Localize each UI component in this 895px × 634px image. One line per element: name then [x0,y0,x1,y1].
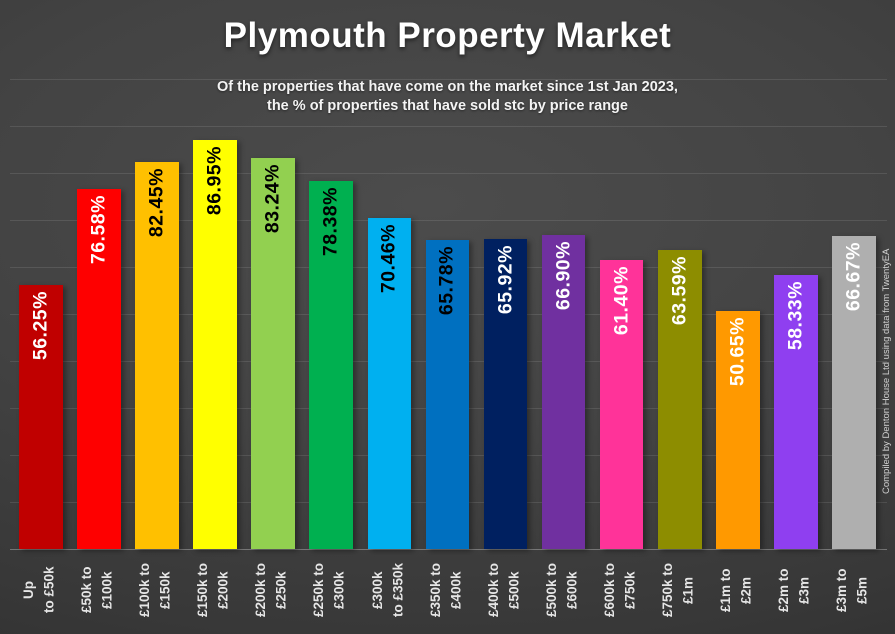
bar-value-label: 83.24% [261,163,284,233]
x-axis-label: £3m to £5m [834,568,870,612]
x-axis-label: £350k to £400k [427,562,463,618]
x-axis-label: £50k to £100k [79,566,115,614]
x-axis-label: £600k to £750k [601,562,638,618]
bar-1: 56.25% [19,284,63,549]
bar-14: 58.33% [774,274,818,549]
x-axis-label: £500k to £600k [543,562,580,618]
chart-title: Plymouth Property Market [223,16,672,55]
x-axis: Up to £50k £50k to £100k £100k to £150k £150k … [19,554,876,626]
bar-value-label: 65.92% [494,245,516,315]
bar-value-label: 66.90% [552,240,575,310]
bar-value-label: 50.65% [726,316,749,387]
bar-7: 70.46% [367,217,412,549]
bar-value-label: 56.25% [29,290,52,360]
plot-area: 56.25% 76.58% 82.45% 86.95% 83.24% 78.38% 70.4… [10,79,887,550]
bar-value-label: 66.67% [842,241,865,311]
bar-4: 86.95% [193,140,237,549]
attribution-text: Compiled by Denton House Ltd using data … [881,248,892,494]
bar-value-label: 58.33% [784,280,807,350]
x-axis-label: £150k to £200k [195,562,231,618]
bar-6: 78.38% [309,180,353,549]
chart-subtitle: Of the properties that have come on the … [0,78,895,116]
bar-value-label: 76.58% [87,195,110,265]
bar-15: 66.67% [832,235,876,549]
x-axis-label: £1m to £2m [718,568,754,612]
x-axis-label: £2m to £3m [776,568,812,612]
bar-2: 76.58% [77,189,121,549]
bar-11: 61.40% [599,260,644,549]
bar-value-label: 82.45% [145,167,168,237]
bar-3: 82.45% [135,161,179,549]
x-axis-label: £200k to £250k [253,562,289,618]
bar-13: 50.65% [716,310,760,549]
x-axis-label: £300k to £350k [369,562,405,618]
bar-value-label: 63.59% [668,256,691,326]
bar-series: 56.25% 76.58% 82.45% 86.95% 83.24% 78.38% 70.4… [19,140,876,549]
bar-value-label: 65.78% [435,245,458,315]
bar-5: 83.24% [251,157,295,549]
bar-10: 66.90% [541,234,586,549]
x-axis-label: £400k to £500k [485,562,521,618]
x-axis-label: £750k to £1m [660,562,696,618]
bar-9: 65.92% [483,239,528,549]
chart-subtitle-line-1: Of the properties that have come on the … [217,79,678,95]
bar-value-label: 61.40% [610,266,633,336]
chart-subtitle-line-2: the % of properties that have sold stc b… [267,98,628,115]
bar-8: 65.78% [425,239,470,549]
x-axis-label: £250k to £300k [311,562,347,618]
bar-12: 63.59% [658,250,702,549]
bar-value-label: 86.95% [203,146,226,216]
bar-value-label: 78.38% [319,186,342,256]
bar-value-label: 70.46% [377,223,400,293]
x-axis-label: £100k to £150k [137,562,173,618]
x-axis-label: Up to £50k [21,566,57,614]
